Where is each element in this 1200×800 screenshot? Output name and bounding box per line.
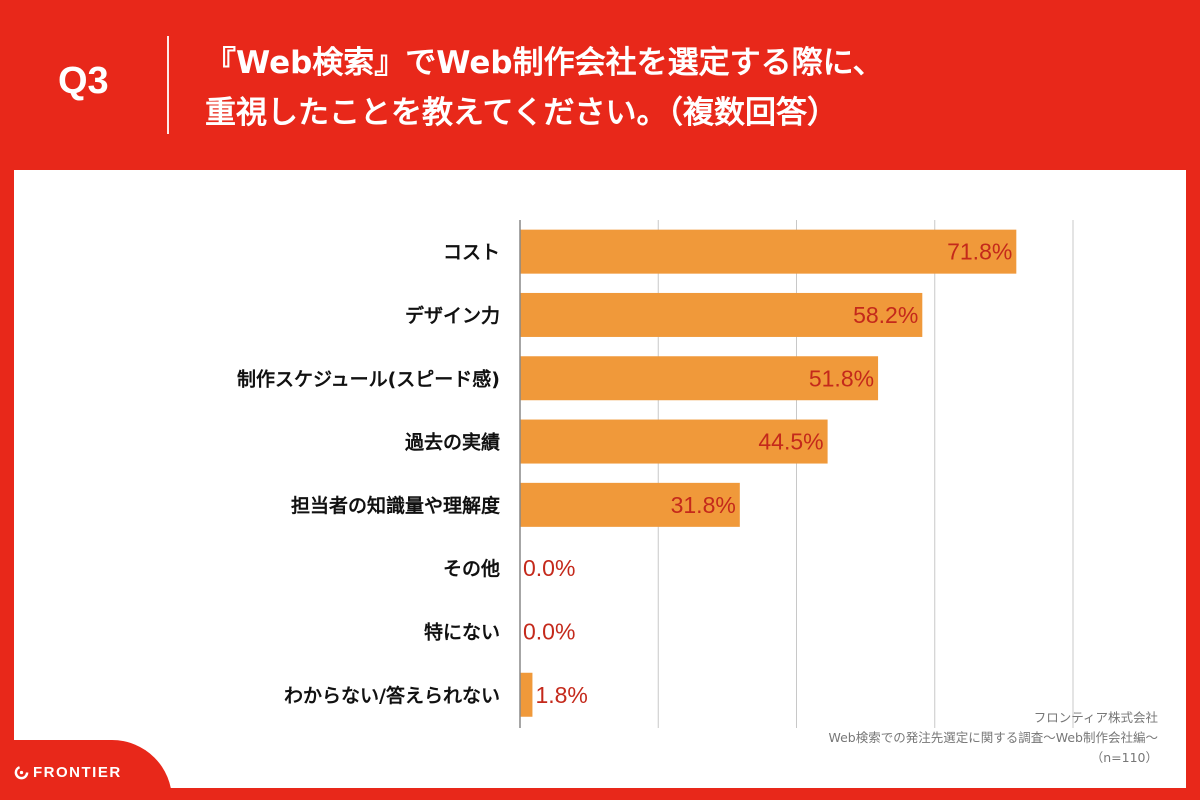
value-label: 31.8% [671,492,736,518]
category-label: 特にない [424,621,500,643]
value-label: 71.8% [947,239,1012,265]
title-line-1: 『Web検索』でWeb制作会社を選定する際に、 [205,45,884,81]
source-survey: Web検索での発注先選定に関する調査〜Web制作会社編〜 [828,730,1158,745]
bar [520,419,828,464]
source-note: フロンティア株式会社 Web検索での発注先選定に関する調査〜Web制作会社編〜 … [828,708,1158,768]
source-company: フロンティア株式会社 [1033,710,1158,725]
value-label: 0.0% [523,618,575,644]
value-label: 1.8% [535,682,587,708]
category-label: 担当者の知識量や理解度 [291,494,501,517]
value-label: 44.5% [758,429,823,455]
value-label: 0.0% [523,555,575,581]
source-sample: （n=110） [1090,750,1158,765]
category-label: その他 [443,557,500,580]
frontier-logo: FRONTIER [14,764,122,781]
question-title: 『Web検索』でWeb制作会社を選定する際に、 重視したことを教えてください。（… [205,38,1005,138]
header-divider [167,36,169,134]
category-label: わからない/答えられない [284,684,500,707]
header: Q3 『Web検索』でWeb制作会社を選定する際に、 重視したことを教えてくださ… [0,0,1200,170]
question-number: Q3 [58,60,109,102]
value-label: 58.2% [853,302,918,328]
logo-tab [0,740,172,800]
chart-panel: コスト 71.8% デザイン力 58.2% 制作スケジュール(スピード感) 51.8% 過去… [14,170,1186,788]
bar [520,672,533,717]
category-label: 制作スケジュール(スピード感) [237,367,500,390]
title-line-2: 重視したことを教えてください。（複数回答） [205,95,839,131]
value-label: 51.8% [809,365,874,391]
category-label: デザイン力 [405,304,500,327]
category-label: コスト [443,242,500,264]
bar [520,229,1017,274]
category-label: 過去の実績 [405,431,500,454]
bar-chart: コスト 71.8% デザイン力 58.2% 制作スケジュール(スピード感) 51.8% 過去… [237,220,1074,728]
frontier-logo-icon [14,765,29,780]
bar [520,482,740,527]
bar [520,356,879,401]
bar [520,292,923,337]
logo-text: FRONTIER [33,764,122,781]
